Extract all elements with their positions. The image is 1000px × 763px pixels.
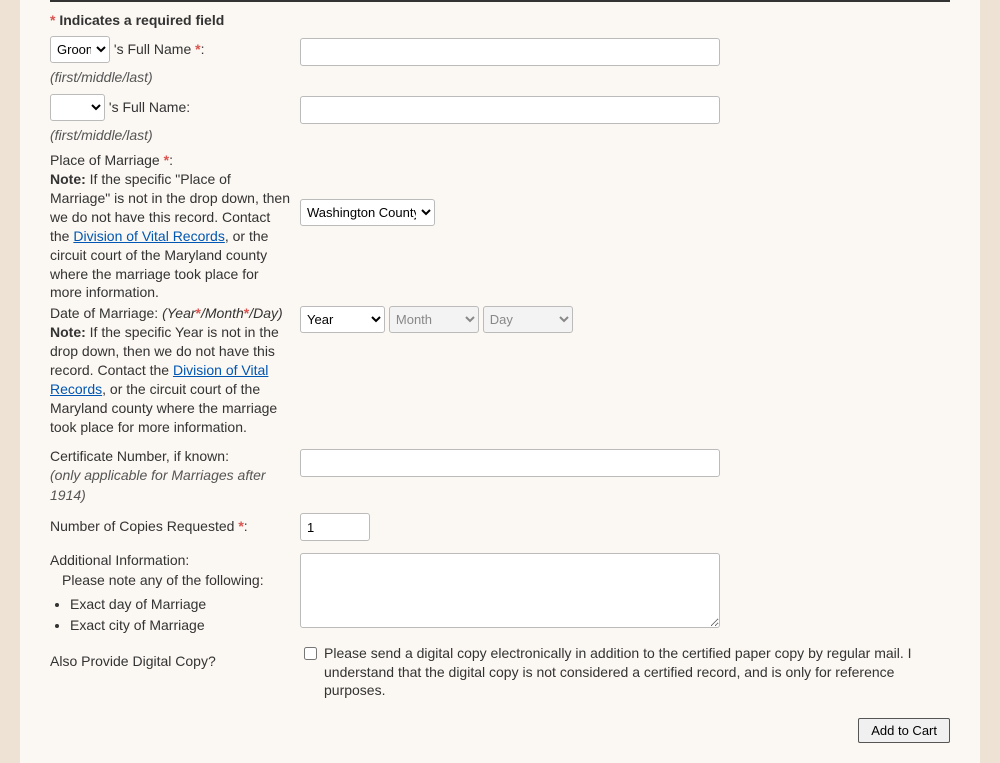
addl-row: Additional Information: Please note any … [50,551,950,639]
digital-row: Also Provide Digital Copy? Please send a… [50,642,950,701]
cert-label: Certificate Number, if known: [50,448,229,464]
name-hint-2: (first/middle/last) [50,126,290,146]
place-label: Place of Marriage *: [50,152,173,168]
place-row: Place of Marriage *: Note: If the specif… [50,151,950,302]
addl-label: Additional Information: [50,552,189,568]
year-select[interactable]: Year [300,306,385,333]
form-container: * Indicates a required field Groom 's Fu… [20,0,980,763]
copies-input[interactable] [300,513,370,541]
digital-text: Please send a digital copy electronicall… [324,644,950,701]
month-select[interactable]: Month [389,306,479,333]
addl-item-1: Exact day of Marriage [70,595,290,615]
full-name-input-1[interactable] [300,38,720,66]
full-name-label-2: 's Full Name: [109,99,190,115]
addl-item-2: Exact city of Marriage [70,616,290,636]
cert-row: Certificate Number, if known: (only appl… [50,447,950,510]
day-select[interactable]: Day [483,306,573,333]
role-select-1[interactable]: Groom [50,36,110,63]
date-note-strong: Note: [50,324,86,340]
date-row: Date of Marriage: (Year*/Month*/Day) Not… [50,304,950,436]
cert-hint: (only applicable for Marriages after 191… [50,466,290,505]
name-row-2: 's Full Name: [50,94,950,124]
dvr-link-1[interactable]: Division of Vital Records [73,228,224,244]
name-row-1: Groom 's Full Name *: [50,36,950,66]
place-note-strong: Note: [50,171,86,187]
name-hint-1: (first/middle/last) [50,68,290,88]
top-rule [50,0,950,2]
cert-input[interactable] [300,449,720,477]
digital-checkbox[interactable] [304,647,317,660]
role-select-2[interactable] [50,94,105,121]
copies-row: Number of Copies Requested *: [50,511,950,541]
addl-textarea[interactable] [300,553,720,628]
full-name-label-1: 's Full Name *: [114,41,205,57]
required-field-note: * Indicates a required field [50,12,950,28]
full-name-input-2[interactable] [300,96,720,124]
copies-label: Number of Copies Requested *: [50,518,248,534]
digital-label: Also Provide Digital Copy? [50,653,216,669]
add-to-cart-button[interactable]: Add to Cart [858,718,950,743]
county-select[interactable]: Washington County [300,199,435,226]
addl-sub: Please note any of the following: [62,572,264,588]
date-label: Date of Marriage: (Year*/Month*/Day) [50,305,283,321]
button-row: Add to Cart [50,718,950,743]
